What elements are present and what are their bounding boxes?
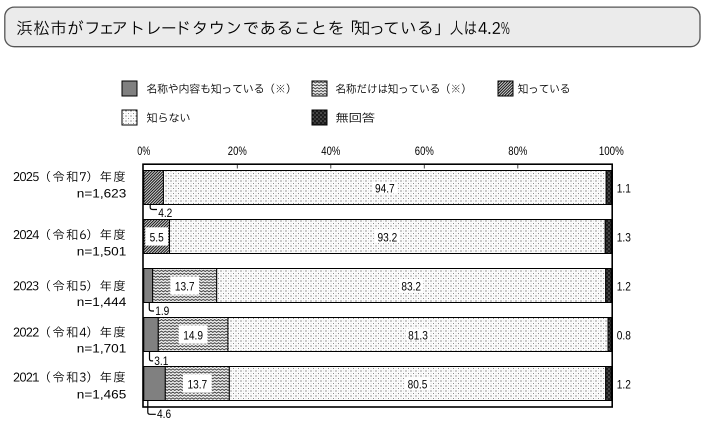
svg-text:94.7: 94.7 [375, 181, 395, 195]
svg-text:4.6: 4.6 [157, 407, 171, 421]
svg-text:40%: 40% [321, 144, 340, 158]
svg-text:20%: 20% [228, 144, 247, 158]
svg-text:3.1: 3.1 [154, 354, 168, 368]
svg-text:0.8: 0.8 [617, 329, 631, 343]
svg-text:n=1,623: n=1,623 [77, 186, 127, 200]
svg-text:80.5: 80.5 [408, 377, 428, 391]
svg-text:1.1: 1.1 [617, 182, 631, 196]
svg-text:83.2: 83.2 [401, 279, 421, 293]
svg-text:100%: 100% [599, 144, 624, 158]
svg-text:n=1,465: n=1,465 [77, 387, 127, 401]
svg-text:n=1,501: n=1,501 [77, 245, 127, 259]
svg-text:14.9: 14.9 [183, 328, 203, 342]
svg-text:60%: 60% [415, 144, 434, 158]
svg-text:93.2: 93.2 [378, 230, 398, 244]
svg-text:81.3: 81.3 [408, 328, 428, 342]
svg-text:0%: 0% [137, 144, 150, 158]
svg-text:1.3: 1.3 [617, 231, 631, 245]
svg-text:n=1,444: n=1,444 [77, 295, 127, 309]
svg-text:5.5: 5.5 [150, 230, 164, 244]
svg-text:1.2: 1.2 [617, 280, 631, 294]
svg-text:1.2: 1.2 [617, 378, 631, 392]
svg-text:13.7: 13.7 [187, 377, 207, 391]
svg-text:4.2: 4.2 [158, 206, 172, 220]
svg-text:13.7: 13.7 [175, 279, 195, 293]
svg-text:80%: 80% [508, 144, 527, 158]
svg-text:n=1,701: n=1,701 [77, 341, 127, 355]
svg-text:1.9: 1.9 [155, 304, 169, 318]
